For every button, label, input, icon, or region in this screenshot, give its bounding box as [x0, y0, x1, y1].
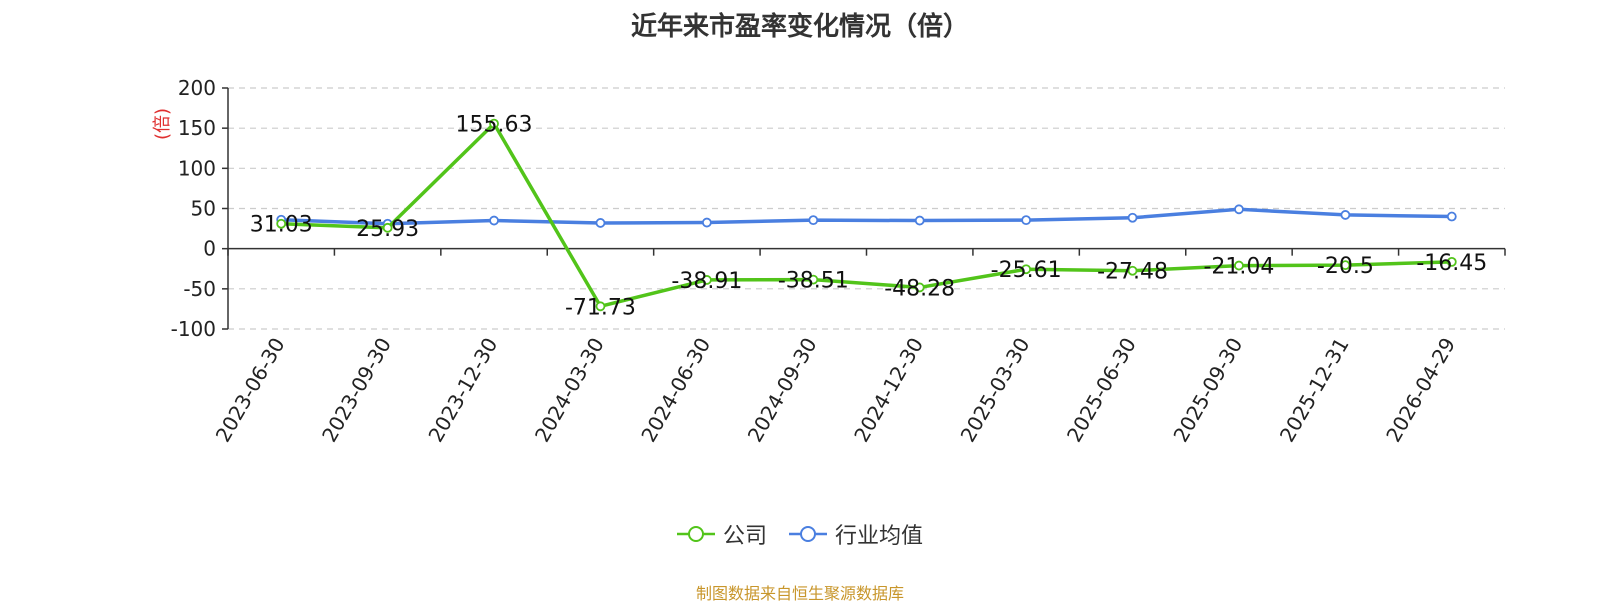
x-tick-label: 2023-12-30 [423, 334, 502, 447]
x-tick-label: 2024-12-30 [849, 334, 928, 447]
y-axis-title: (倍) [152, 108, 173, 140]
company-data-point [382, 222, 393, 233]
industry-data-point [595, 218, 606, 228]
legend-item-company[interactable]: 公司 [676, 518, 767, 550]
industry-data-point [914, 215, 925, 226]
company-data-label: -16.45 [1416, 251, 1487, 276]
y-tick-label: -50 [183, 277, 216, 301]
grid-lines [228, 87, 1505, 330]
company-data-label: -38.91 [671, 269, 742, 294]
company-data-label: -25.61 [991, 258, 1062, 283]
company-data-label: -38.51 [778, 269, 849, 294]
x-tick-label: 2025-06-30 [1062, 334, 1141, 447]
series-lines [276, 118, 1457, 312]
company-data-point [489, 118, 499, 129]
company-data-point [1340, 260, 1351, 271]
company-data-label: 155.63 [456, 113, 533, 138]
x-tick-label: 2023-09-30 [317, 334, 396, 447]
company-data-point [1127, 265, 1138, 276]
x-tick-label: 2023-06-30 [211, 334, 290, 447]
x-tick-label: 2025-12-31 [1275, 334, 1354, 447]
industry-data-point [1340, 210, 1351, 220]
company-data-point [276, 218, 287, 229]
company-data-label: -20.5 [1317, 254, 1374, 279]
industry-data-point [1021, 215, 1032, 226]
legend-company-label: 公司 [722, 524, 767, 549]
legend-industry-line-icon [789, 526, 827, 542]
industry-data-point [489, 215, 499, 226]
company-data-label: -48.28 [884, 276, 955, 301]
industry-series-line [281, 207, 1452, 226]
y-tick-label: 50 [191, 197, 216, 221]
company-data-point [1234, 260, 1244, 271]
x-tick-label: 2024-03-30 [530, 334, 609, 447]
legend-industry-label: 行业均值 [835, 524, 924, 549]
y-tick-label: -100 [171, 317, 216, 341]
company-data-label: -27.48 [1097, 260, 1168, 285]
x-tick-label: 2026-04-29 [1381, 334, 1460, 447]
company-data-point [1446, 256, 1457, 267]
industry-data-point [1446, 211, 1457, 222]
axes: 200 150 100 50 0 -50 -100 (倍) 2023-06-30 2023-09-… [152, 76, 1506, 447]
y-tick-label: 200 [178, 76, 216, 100]
x-tick-label: 2024-09-30 [743, 334, 822, 447]
company-series-line [281, 121, 1452, 309]
legend-company-line-icon [676, 526, 715, 542]
company-data-point [1021, 264, 1032, 275]
y-tick-label: 100 [178, 156, 216, 180]
company-data-label: 25.93 [356, 217, 419, 242]
source-note: 制图数据来自恒生聚源数据库 [695, 584, 904, 603]
company-data-point [701, 275, 712, 285]
company-data-label: -71.73 [565, 295, 636, 320]
data-labels: 31.03 25.93 155.63 -71.73 -38.91 -38.51 -48.28… [250, 113, 1488, 321]
company-data-label: -21.04 [1203, 255, 1274, 280]
industry-data-point [808, 215, 819, 226]
x-tick-label: 2025-09-30 [1168, 334, 1247, 447]
x-tick-label: 2024-06-30 [636, 334, 715, 447]
company-data-point [914, 282, 925, 293]
industry-data-point [1127, 212, 1138, 223]
industry-data-point [701, 217, 712, 228]
chart-title: 近年来市盈率变化情况（倍） [630, 12, 969, 42]
x-tick-label: 2025-03-30 [956, 334, 1035, 447]
industry-data-point [1234, 204, 1244, 215]
legend-item-industry[interactable]: 行业均值 [789, 518, 923, 550]
y-tick-label: 150 [178, 116, 216, 140]
legend: 公司 行业均值 [0, 518, 1600, 550]
company-data-point [808, 274, 819, 285]
y-tick-label: 0 [203, 237, 216, 261]
company-data-point [595, 301, 606, 312]
company-data-label: 31.03 [250, 213, 313, 238]
